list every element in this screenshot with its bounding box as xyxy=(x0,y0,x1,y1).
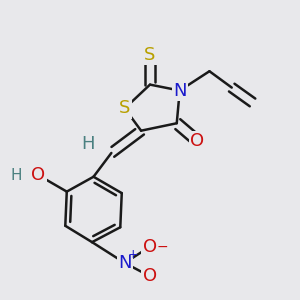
Text: O: O xyxy=(143,238,157,256)
Text: N: N xyxy=(173,82,187,100)
Text: S: S xyxy=(119,99,130,117)
Text: O: O xyxy=(143,267,157,285)
Text: O: O xyxy=(32,166,46,184)
Text: O: O xyxy=(190,132,205,150)
Text: +: + xyxy=(128,248,138,261)
Text: S: S xyxy=(144,46,156,64)
Text: H: H xyxy=(11,168,22,183)
Text: −: − xyxy=(156,240,168,254)
Text: N: N xyxy=(118,254,131,272)
Text: H: H xyxy=(81,135,94,153)
